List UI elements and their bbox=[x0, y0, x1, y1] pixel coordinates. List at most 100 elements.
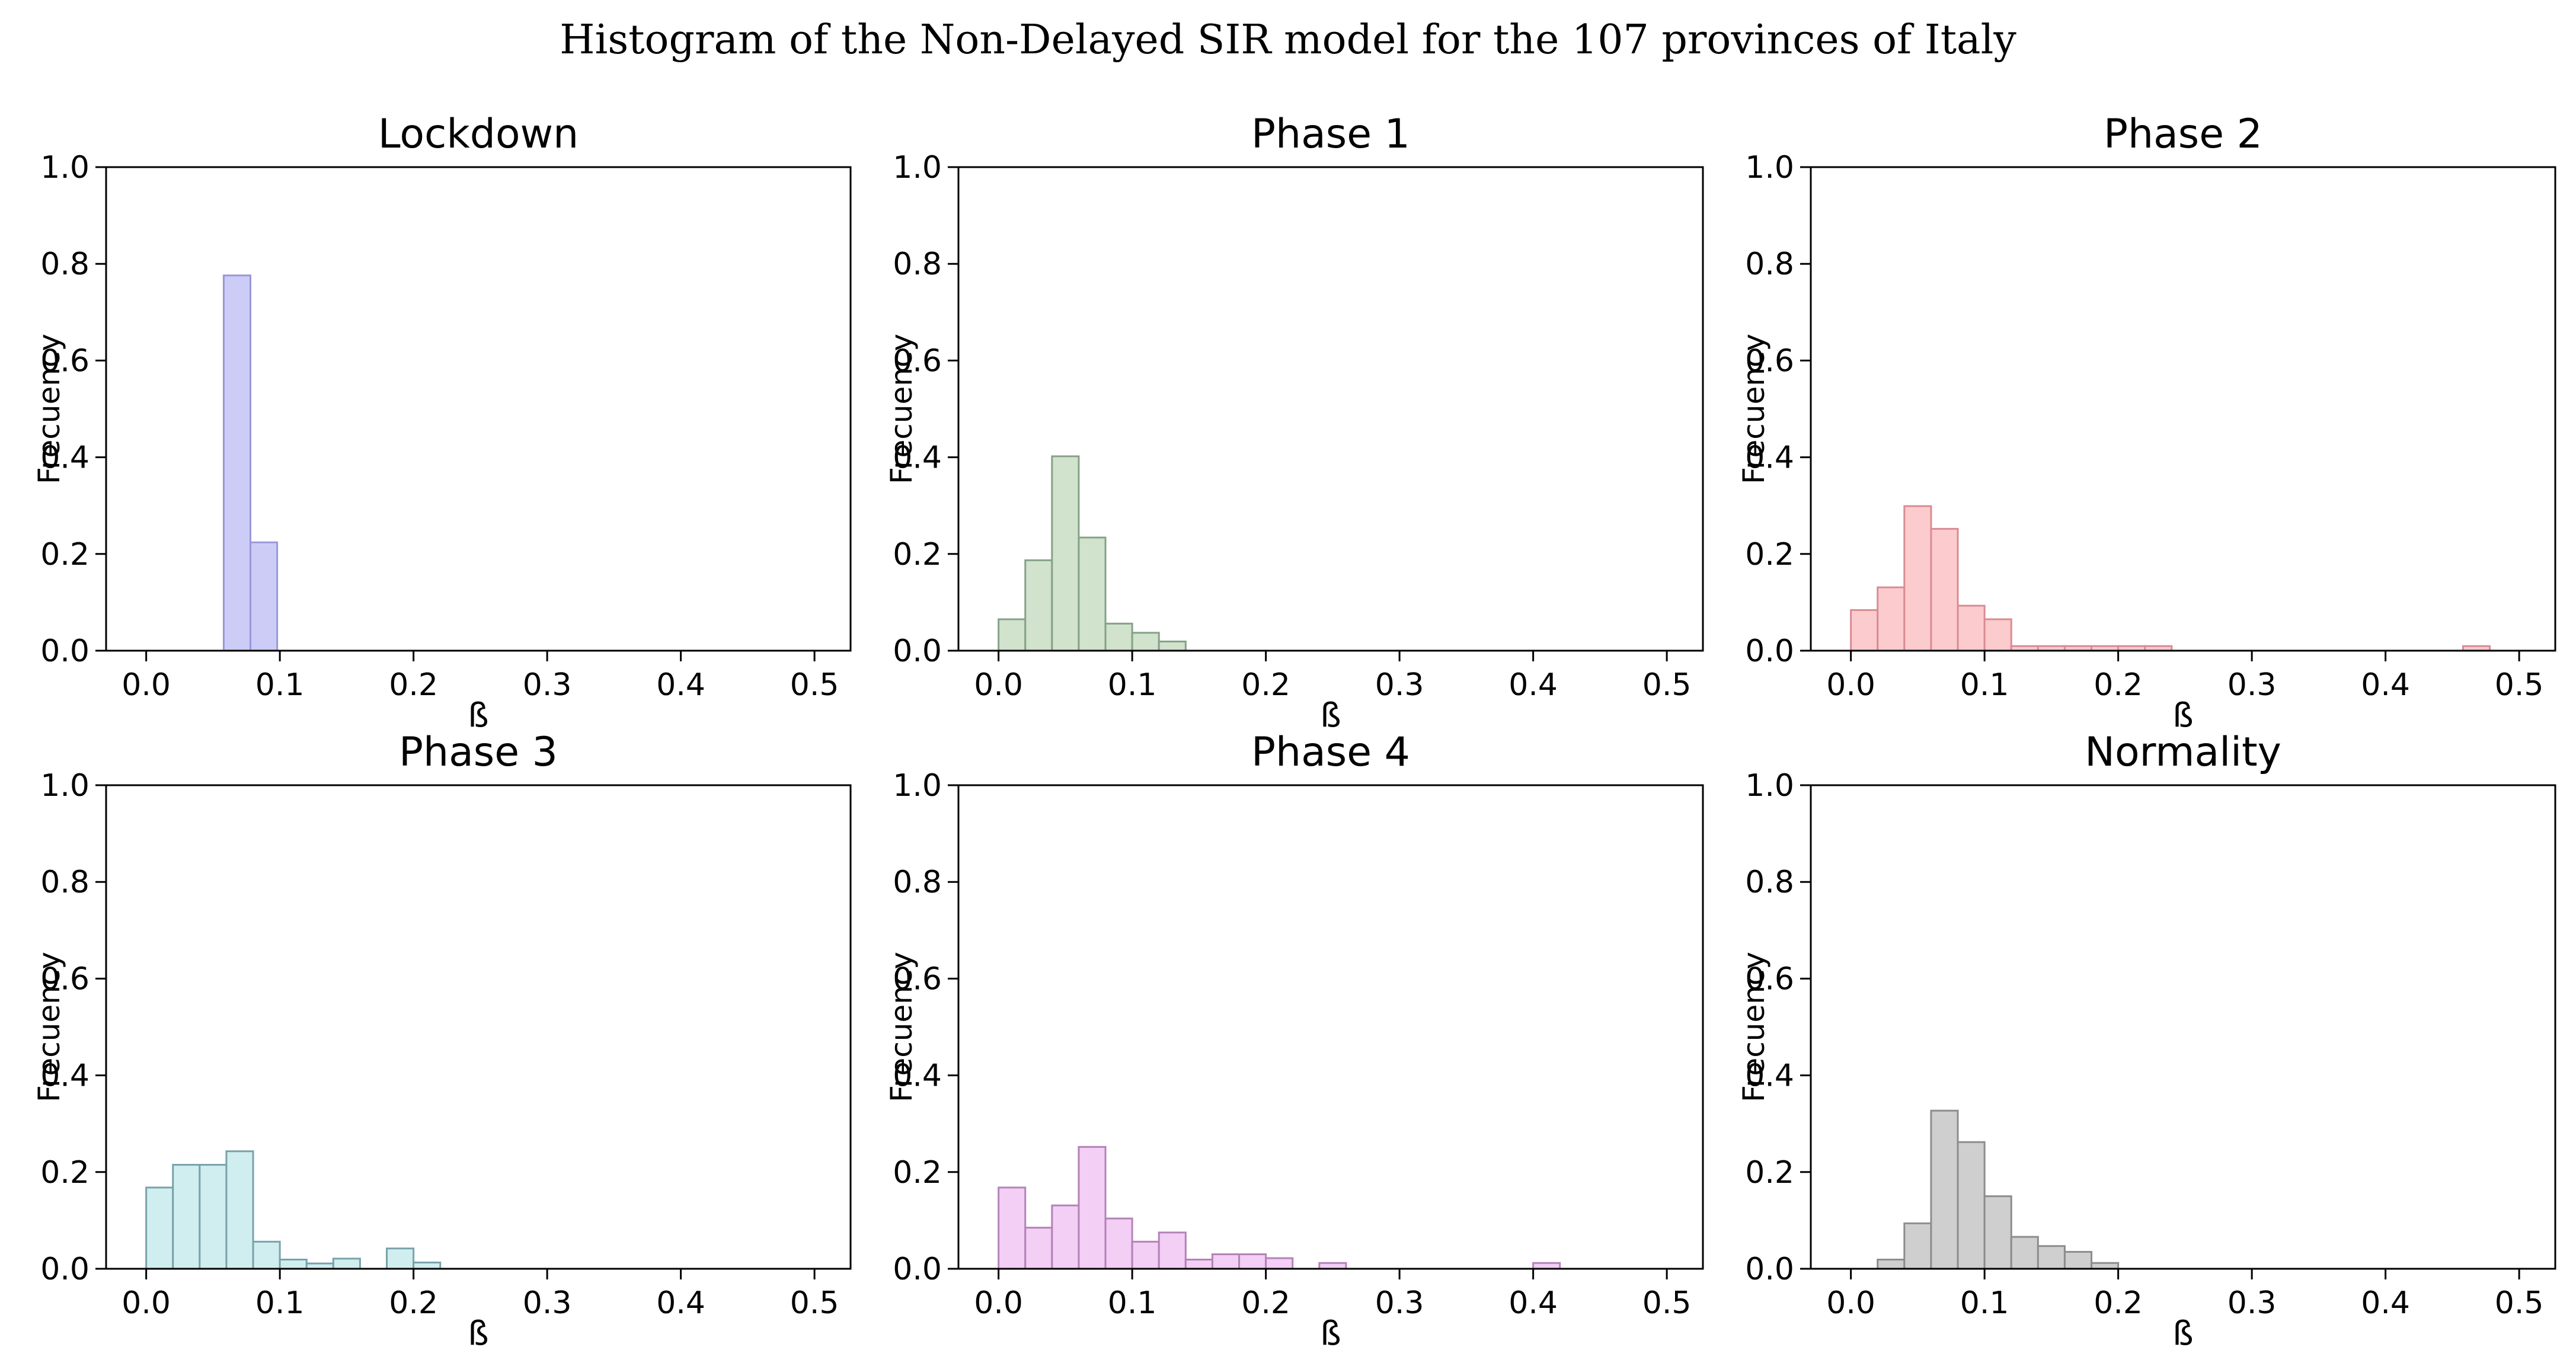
x-tick-label: 0.3 bbox=[523, 667, 572, 703]
x-tick-label: 0.4 bbox=[1508, 667, 1558, 703]
histogram-bar bbox=[2037, 1245, 2066, 1270]
subplot-svg: 0.0 0.2 0.4 0.6 0.8 1.0 0.0 0.1 0.2 0.3 0.4 0.5 Phas… bbox=[884, 111, 1704, 730]
histogram-bar bbox=[1903, 1222, 1932, 1270]
histogram-bar bbox=[1131, 1240, 1160, 1270]
histogram-bar bbox=[1051, 455, 1080, 652]
y-tick-label: 0.4 bbox=[893, 440, 942, 476]
y-axis-label: Frecuency bbox=[1737, 334, 1771, 484]
x-tick-label: 0.3 bbox=[523, 1285, 572, 1321]
subplot-phase-1: 0.0 0.2 0.4 0.6 0.8 1.0 0.0 0.1 0.2 0.3 0.4 0.5 Phas… bbox=[875, 111, 1727, 730]
x-tick-label: 0.2 bbox=[2094, 1285, 2143, 1321]
subplot-svg: 0.0 0.2 0.4 0.6 0.8 1.0 0.0 0.1 0.2 0.3 0.4 0.5 Phas… bbox=[32, 729, 852, 1347]
y-tick-label: 0.4 bbox=[1745, 440, 1794, 476]
histogram-bar bbox=[1211, 1253, 1241, 1270]
histogram-bar bbox=[1930, 527, 1959, 652]
histogram-bar bbox=[998, 1186, 1027, 1270]
x-tick-label: 0.0 bbox=[1826, 1285, 1875, 1321]
y-tick-label: 0.6 bbox=[40, 961, 90, 997]
plot-border bbox=[957, 166, 1704, 652]
histogram-bar bbox=[1184, 1258, 1213, 1270]
x-tick-label: 0.3 bbox=[1375, 667, 1424, 703]
x-tick-label: 0.4 bbox=[656, 667, 705, 703]
x-tick-label: 0.5 bbox=[1642, 1285, 1692, 1321]
plot-border bbox=[1810, 784, 2556, 1270]
histogram-bar bbox=[413, 1261, 442, 1270]
y-tick-label: 0.2 bbox=[40, 537, 90, 572]
histogram-bar bbox=[332, 1258, 361, 1270]
plot-border bbox=[105, 784, 852, 1270]
x-tick-label: 0.1 bbox=[255, 667, 305, 703]
histogram-bar bbox=[1104, 1217, 1133, 1270]
x-tick-label: 0.4 bbox=[2361, 1285, 2410, 1321]
histogram-bar bbox=[145, 1186, 174, 1270]
x-tick-label: 0.1 bbox=[1960, 1285, 2009, 1321]
histogram-bar bbox=[1850, 609, 1879, 652]
x-tick-label: 0.3 bbox=[2227, 667, 2277, 703]
x-tick-label: 0.2 bbox=[389, 1285, 438, 1321]
plot-border bbox=[105, 166, 852, 652]
y-tick-label: 1.0 bbox=[893, 150, 942, 185]
histogram-bar bbox=[1024, 1227, 1053, 1270]
histogram-bar bbox=[1158, 640, 1187, 652]
histogram-bar bbox=[2063, 1250, 2093, 1270]
histogram-bar bbox=[1903, 505, 1932, 652]
x-tick-label: 0.0 bbox=[974, 1285, 1023, 1321]
x-tick-label: 0.5 bbox=[790, 667, 839, 703]
x-tick-label: 0.5 bbox=[2495, 667, 2544, 703]
x-tick-label: 0.2 bbox=[1241, 667, 1290, 703]
subplot-title: Phase 1 bbox=[1251, 111, 1410, 158]
y-tick-label: 0.8 bbox=[893, 247, 942, 282]
x-tick-label: 0.1 bbox=[255, 1285, 305, 1321]
x-tick-label: 0.4 bbox=[656, 1285, 705, 1321]
histogram-bar bbox=[1078, 536, 1107, 652]
histogram-bar bbox=[172, 1164, 201, 1270]
x-tick-label: 0.2 bbox=[1241, 1285, 1290, 1321]
y-tick-label: 0.0 bbox=[40, 633, 90, 669]
x-tick-label: 0.0 bbox=[974, 667, 1023, 703]
x-tick-label: 0.2 bbox=[389, 667, 438, 703]
subplot-lockdown: 0.0 0.2 0.4 0.6 0.8 1.0 0.0 0.1 0.2 0.3 0.4 0.5 Lock… bbox=[23, 111, 874, 730]
subplot-phase-3: 0.0 0.2 0.4 0.6 0.8 1.0 0.0 0.1 0.2 0.3 0.4 0.5 Phas… bbox=[23, 729, 874, 1347]
x-tick-label: 0.0 bbox=[1826, 667, 1875, 703]
y-tick-label: 0.8 bbox=[1745, 247, 1794, 282]
histogram-bar bbox=[1265, 1257, 1294, 1270]
x-tick-label: 0.5 bbox=[2495, 1285, 2544, 1321]
y-tick-label: 0.2 bbox=[893, 1155, 942, 1191]
y-tick-label: 0.6 bbox=[1745, 961, 1794, 997]
y-tick-label: 1.0 bbox=[40, 768, 90, 804]
histogram-bar bbox=[1957, 1141, 1986, 1270]
y-tick-label: 1.0 bbox=[40, 150, 90, 185]
histogram-bar bbox=[1051, 1204, 1080, 1270]
y-tick-label: 0.8 bbox=[40, 247, 90, 282]
x-tick-label: 0.0 bbox=[122, 667, 171, 703]
histogram-bar bbox=[1024, 559, 1053, 652]
y-tick-label: 0.2 bbox=[893, 537, 942, 572]
histogram-bar bbox=[1078, 1146, 1107, 1270]
y-axis-label: Frecuency bbox=[884, 952, 919, 1102]
y-tick-label: 0.2 bbox=[40, 1155, 90, 1191]
y-tick-label: 0.6 bbox=[893, 961, 942, 997]
y-tick-label: 0.8 bbox=[1745, 865, 1794, 900]
histogram-bar bbox=[199, 1164, 228, 1270]
subplot-phase-2: 0.0 0.2 0.4 0.6 0.8 1.0 0.0 0.1 0.2 0.3 0.4 0.5 Phas… bbox=[1728, 111, 2576, 730]
subplot-title: Phase 3 bbox=[399, 729, 558, 776]
histogram-bar bbox=[998, 618, 1027, 652]
y-axis-label: Frecuency bbox=[32, 952, 66, 1102]
y-tick-label: 0.0 bbox=[1745, 1252, 1794, 1287]
histogram-bar bbox=[1238, 1253, 1267, 1270]
y-tick-label: 0.0 bbox=[40, 1252, 90, 1287]
histogram-bar bbox=[2010, 1236, 2039, 1270]
y-tick-label: 0.0 bbox=[893, 1252, 942, 1287]
x-tick-label: 0.1 bbox=[1960, 667, 2009, 703]
histogram-bar bbox=[1983, 1195, 2012, 1270]
figure-title: Histogram of the Non-Delayed SIR model f… bbox=[560, 17, 2016, 63]
subplot-svg: 0.0 0.2 0.4 0.6 0.8 1.0 0.0 0.1 0.2 0.3 0.4 0.5 Lock… bbox=[32, 111, 852, 730]
x-tick-label: 0.4 bbox=[1508, 1285, 1558, 1321]
histogram-bar bbox=[1131, 632, 1160, 652]
x-axis-label: ß bbox=[1320, 696, 1341, 730]
histogram-bar bbox=[1930, 1109, 1959, 1270]
x-tick-label: 0.2 bbox=[2094, 667, 2143, 703]
histogram-bar bbox=[1158, 1231, 1187, 1270]
x-axis-label: ß bbox=[2172, 1314, 2193, 1347]
